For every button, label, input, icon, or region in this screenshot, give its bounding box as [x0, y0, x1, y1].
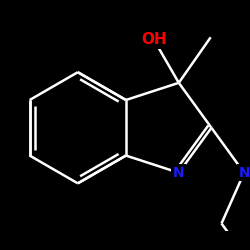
- Text: OH: OH: [141, 32, 167, 47]
- Text: N: N: [238, 166, 250, 180]
- Text: N: N: [173, 166, 184, 180]
